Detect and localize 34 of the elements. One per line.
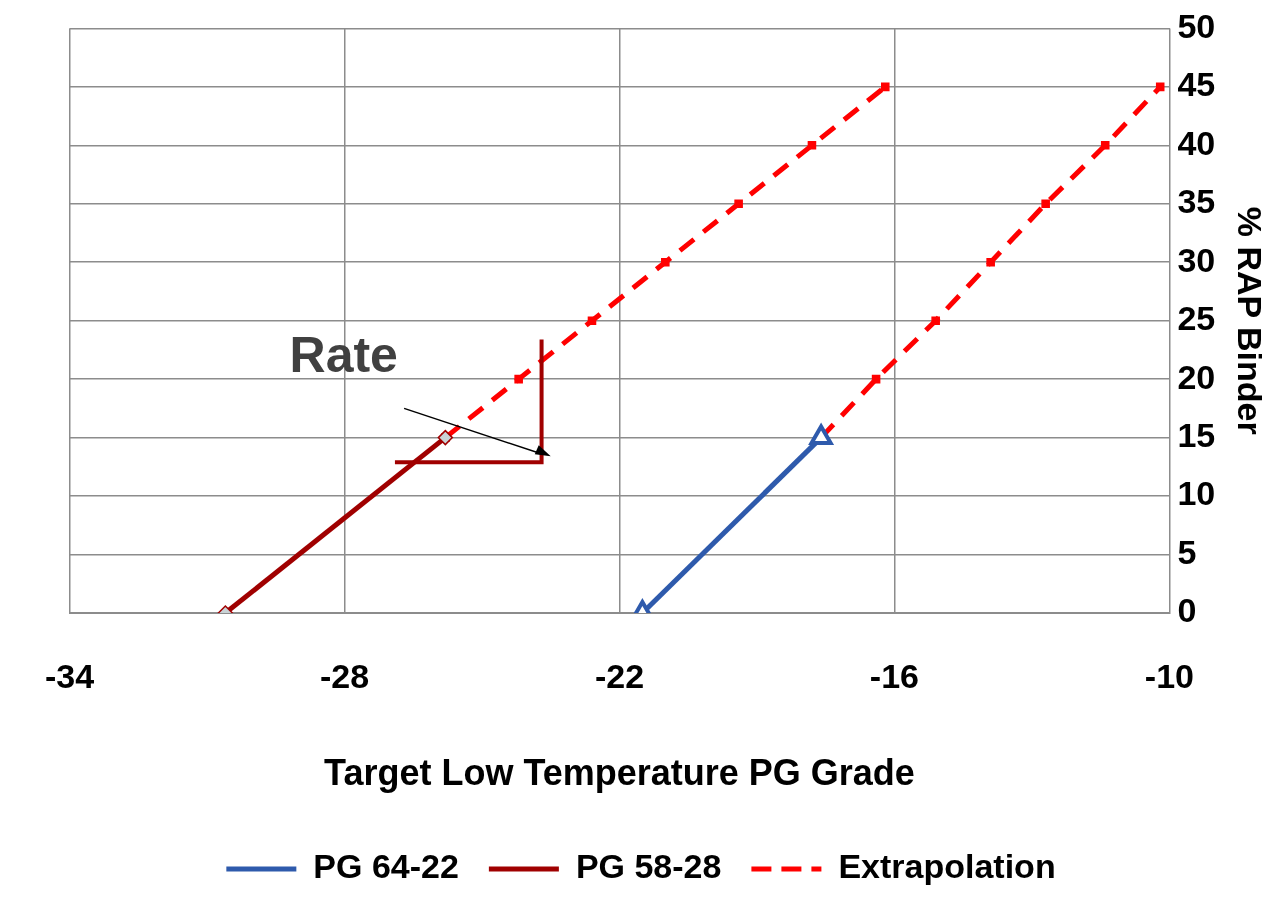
point bbox=[661, 257, 670, 267]
legend-label: Extrapolation bbox=[838, 847, 1056, 886]
point bbox=[880, 82, 890, 92]
point bbox=[587, 316, 597, 325]
legend-label: PG 58-28 bbox=[575, 847, 722, 886]
y-tick-label: 10 bbox=[1177, 474, 1216, 513]
y-tick-label: 5 bbox=[1177, 532, 1197, 571]
y-tick-label: 35 bbox=[1177, 182, 1216, 221]
point bbox=[1100, 141, 1110, 150]
point bbox=[437, 429, 454, 446]
x-axis-title: Target Low Temperature PG Grade bbox=[324, 752, 915, 794]
point bbox=[1041, 199, 1050, 209]
y-tick-label: 25 bbox=[1177, 299, 1216, 338]
point bbox=[514, 374, 523, 384]
y-tick-label: 20 bbox=[1177, 357, 1216, 396]
y-tick-label: 0 bbox=[1177, 591, 1197, 630]
point bbox=[871, 374, 881, 384]
x-tick-label: -10 bbox=[1144, 656, 1194, 695]
y-tick-label: 45 bbox=[1177, 65, 1216, 104]
y-tick-label: 30 bbox=[1177, 240, 1216, 279]
y-tick-label: 50 bbox=[1177, 6, 1216, 45]
x-tick-label: -34 bbox=[45, 656, 95, 695]
y-tick-label: 40 bbox=[1177, 123, 1216, 162]
point bbox=[807, 141, 817, 150]
point bbox=[931, 316, 940, 325]
x-tick-label: -28 bbox=[319, 656, 370, 695]
point bbox=[986, 257, 995, 267]
x-tick-label: -22 bbox=[594, 656, 645, 695]
x-tick-label: -16 bbox=[869, 656, 919, 695]
y-tick-label: 15 bbox=[1177, 415, 1216, 454]
point bbox=[1155, 82, 1165, 92]
legend-label: PG 64-22 bbox=[313, 847, 459, 886]
point bbox=[734, 199, 743, 209]
y-axis-title: % RAP Binder bbox=[1231, 206, 1270, 435]
